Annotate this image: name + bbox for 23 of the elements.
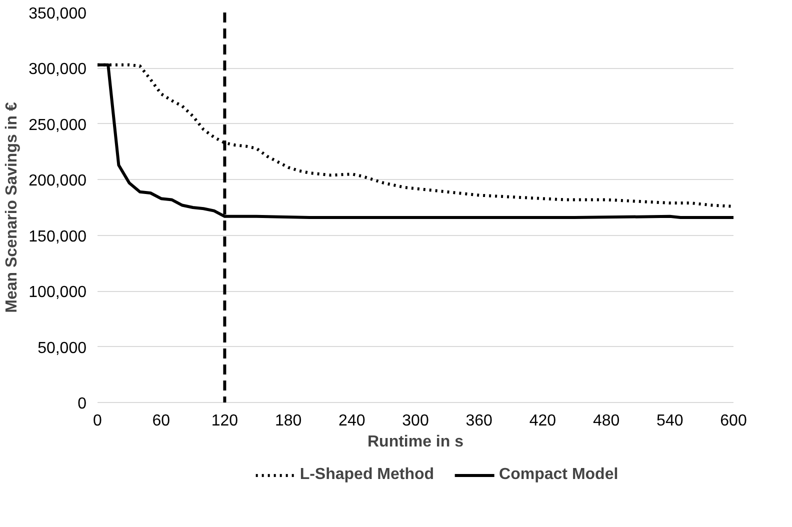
x-tick-label: 600	[720, 412, 747, 430]
x-tick-label: 240	[338, 412, 366, 430]
legend-label: L-Shaped Method	[300, 466, 434, 484]
x-axis-title: Runtime in s	[367, 434, 464, 450]
x-tick-label: 480	[592, 412, 620, 430]
y-tick-label: 50,000	[38, 340, 87, 357]
y-tick-label: 100,000	[28, 284, 87, 302]
y-tick-label: 350,000	[28, 6, 87, 22]
legend-label: Compact Model	[499, 466, 618, 484]
x-tick-label: 540	[656, 412, 684, 430]
x-tick-label: 0	[93, 412, 102, 430]
y-axis-title: Mean Scenario Savings in €	[4, 102, 21, 313]
x-tick-label: 300	[402, 412, 429, 430]
y-tick-label: 150,000	[28, 228, 87, 246]
x-tick-label: 360	[466, 412, 493, 430]
y-tick-label: 300,000	[28, 61, 87, 78]
x-tick-label: 180	[274, 412, 302, 430]
y-tick-label: 250,000	[28, 116, 87, 134]
x-tick-label: 120	[211, 412, 238, 430]
x-tick-label: 60	[152, 412, 170, 430]
x-tick-label: 420	[529, 412, 556, 430]
y-tick-label: 0	[78, 396, 87, 412]
y-tick-label: 200,000	[28, 172, 87, 190]
